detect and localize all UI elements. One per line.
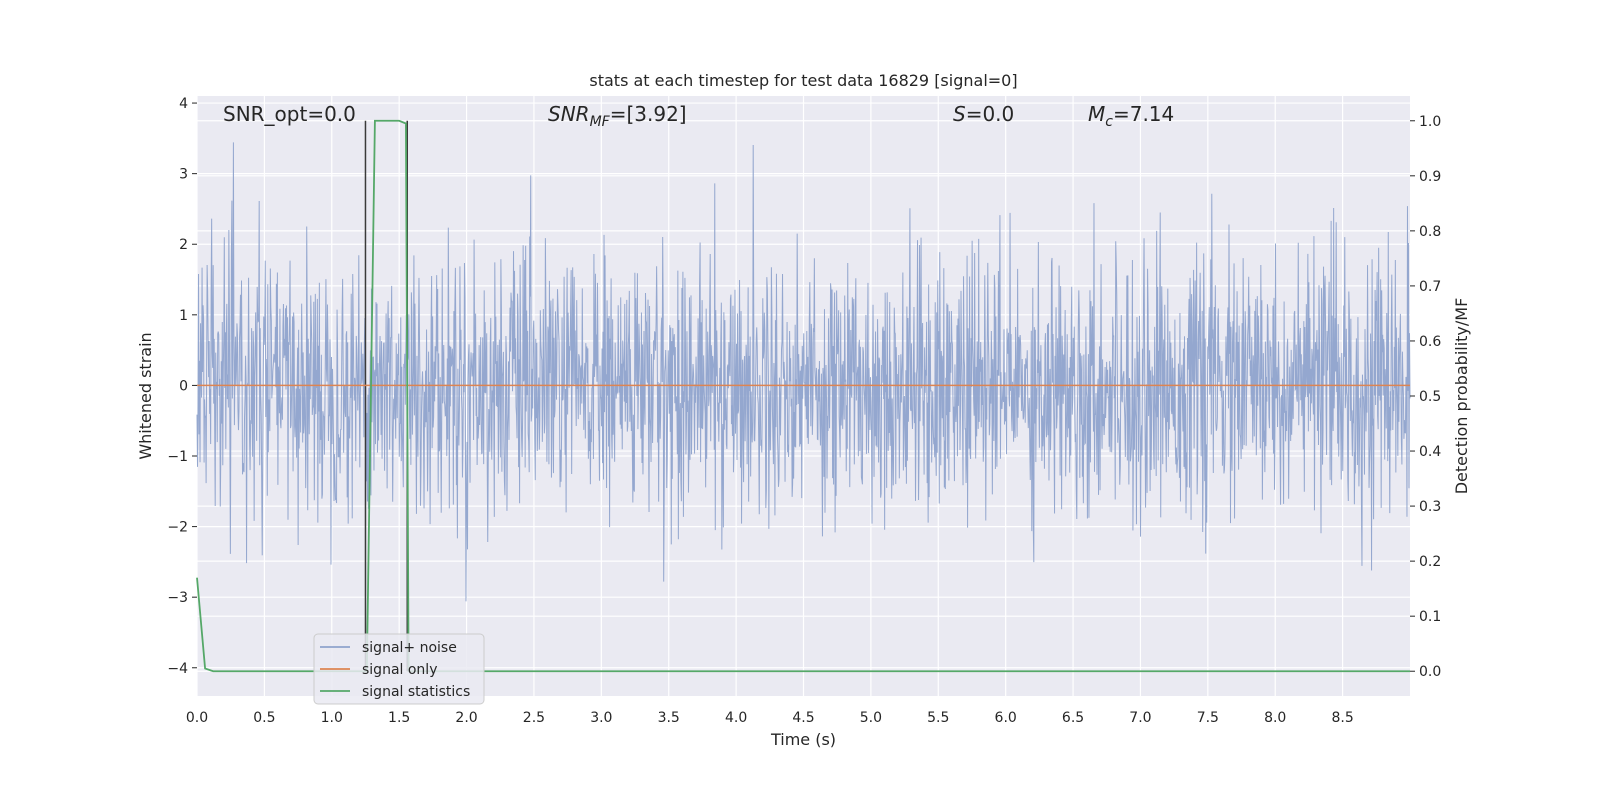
- axes: 0.0 0.5 1.0 1.5 2.0 2.5 3.0 3.5 4.0 4.5 5.0 5.5 6.0 6…: [167, 96, 1441, 726]
- x-tick-label: 4.5: [792, 710, 814, 726]
- legend: signal+ noise signal only signal statistic…: [313, 633, 485, 705]
- legend-label: signal only: [362, 662, 437, 678]
- x-tick-label: 1.5: [388, 710, 410, 726]
- x-tick-label: 2.0: [455, 710, 477, 726]
- y-tick-label: −2: [167, 520, 188, 536]
- y-tick-label: 4: [179, 96, 188, 112]
- annotations: SNR_opt=0.0 SNRMF=[3.92] S=0.0 Mc=7.14: [223, 102, 1174, 130]
- annotation-0: SNR_opt=0.0: [223, 102, 356, 126]
- y-tick-label: 0: [179, 378, 188, 394]
- y2-tick-label: 0.8: [1419, 224, 1441, 240]
- y2-tick-label: 0.6: [1419, 334, 1441, 350]
- y2-tick-label: 1.0: [1419, 114, 1441, 130]
- x-tick-label: 7.5: [1197, 710, 1219, 726]
- y2-axis-label: Detection probability/MF: [1452, 298, 1471, 495]
- x-tick-label: 2.5: [523, 710, 545, 726]
- x-tick-label: 7.0: [1129, 710, 1151, 726]
- signal-noise-series: [196, 142, 1411, 602]
- y-tick-label: −3: [167, 590, 188, 606]
- y-tick-label: 1: [179, 308, 188, 324]
- annotation-3: Mc=7.14: [1088, 102, 1174, 130]
- annotation-2: S=0.0: [953, 102, 1014, 126]
- x-tick-label: 1.0: [321, 710, 343, 726]
- y2-tick-label: 0.4: [1419, 444, 1441, 460]
- x-tick-label: 0.0: [186, 710, 208, 726]
- x-tick-label: 8.0: [1264, 710, 1286, 726]
- x-tick-label: 0.5: [253, 710, 275, 726]
- annotation-1: SNRMF=[3.92]: [548, 102, 687, 130]
- legend-label: signal+ noise: [362, 640, 457, 656]
- x-tick-label: 3.5: [658, 710, 680, 726]
- y2-tick-label: 0.9: [1419, 169, 1441, 185]
- x-tick-label: 6.5: [1062, 710, 1084, 726]
- y2-tick-label: 0.7: [1419, 279, 1441, 295]
- legend-label: signal statistics: [362, 684, 470, 700]
- y-tick-label: 2: [179, 237, 188, 253]
- x-axis-label: Time (s): [770, 730, 836, 749]
- y2-tick-label: 0.1: [1419, 609, 1441, 625]
- y-tick-label: −1: [167, 449, 188, 465]
- y2-tick-label: 0.3: [1419, 499, 1441, 515]
- signal-noise-line: [196, 142, 1411, 602]
- y2-tick-label: 0.2: [1419, 554, 1441, 570]
- x-tick-label: 8.5: [1331, 710, 1353, 726]
- x-tick-label: 3.0: [590, 710, 612, 726]
- x-tick-label: 4.0: [725, 710, 747, 726]
- legend-box: [313, 633, 485, 705]
- y-tick-label: −4: [167, 661, 188, 677]
- x-tick-label: 5.0: [860, 710, 882, 726]
- y2-tick-label: 0.0: [1419, 664, 1441, 680]
- x-tick-label: 5.5: [927, 710, 949, 726]
- grid-lines: [196, 96, 1410, 696]
- y-axis-label: Whitened strain: [136, 332, 155, 459]
- y-tick-label: 3: [179, 167, 188, 183]
- x-tick-label: 6.0: [995, 710, 1017, 726]
- chart-title: stats at each timestep for test data 168…: [589, 71, 1017, 90]
- y2-tick-label: 0.5: [1419, 389, 1441, 405]
